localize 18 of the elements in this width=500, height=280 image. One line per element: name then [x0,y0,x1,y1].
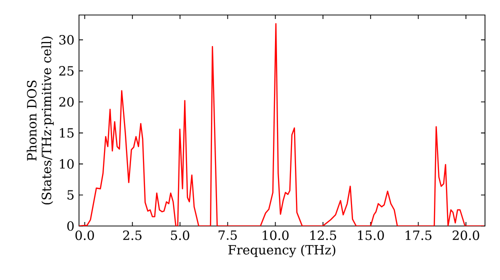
x-axis-title: Frequency (THz) [228,244,336,258]
x-tick-label: 0.0 [75,230,94,240]
x-tick-label: 17.5 [406,230,432,240]
y-tick-label: 15 [60,128,74,138]
x-tick-label: 5.0 [171,230,190,240]
x-tick-label: 7.5 [218,230,237,240]
x-tick-label: 2.5 [123,230,142,240]
y-tick-label: 25 [59,66,74,76]
y-tick-label: 5 [68,190,74,200]
x-tick-label: 10.0 [262,230,289,240]
x-tick-label: 12.5 [310,230,336,240]
x-tick-label: 20.0 [452,230,480,240]
x-tick-label: 15.0 [358,230,384,240]
y-tick-label: 10 [60,159,74,169]
y-tick-label: 20 [59,97,74,107]
y-tick-label: 0 [67,221,74,231]
y-tick-label: 30 [59,35,74,45]
y-axis-title: Phonon DOS (States/THz·primitive cell) [26,36,54,204]
